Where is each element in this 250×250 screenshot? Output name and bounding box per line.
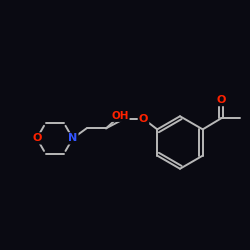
Text: O: O	[217, 95, 226, 105]
Text: N: N	[68, 134, 78, 143]
Text: OH: OH	[111, 111, 128, 121]
Text: O: O	[139, 114, 148, 124]
Text: O: O	[32, 134, 42, 143]
